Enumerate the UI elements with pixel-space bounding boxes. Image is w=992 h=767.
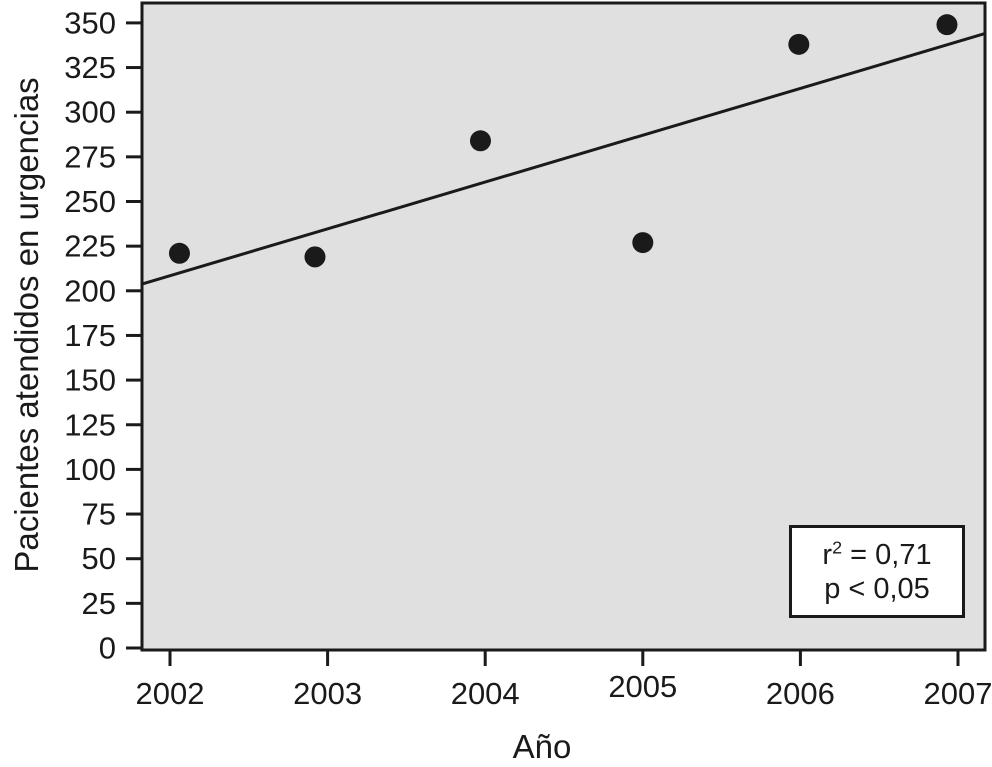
y-tick-label: 325	[64, 50, 116, 85]
y-tick-label: 100	[64, 452, 116, 487]
y-tick-label: 125	[64, 407, 116, 442]
y-tick-label: 250	[64, 184, 116, 219]
y-tick-label: 175	[64, 318, 116, 353]
r-squared-value: = 0,71	[842, 538, 932, 571]
plot-area-border	[140, 1, 987, 652]
p-value-text: p < 0,05	[824, 572, 930, 605]
x-tick-label: 2005	[608, 669, 677, 704]
y-axis-title: Pacientes atendidos en urgencias	[8, 77, 45, 573]
x-tick-label: 2003	[293, 676, 362, 711]
data-points-layer	[168, 14, 958, 268]
data-point	[632, 232, 654, 254]
x-tick-label: 2007	[924, 676, 992, 711]
y-tick-label: 150	[64, 363, 116, 398]
x-axis-title: Año	[512, 728, 572, 765]
y-tick-label: 0	[99, 631, 116, 666]
x-tick-label: 2006	[766, 676, 835, 711]
x-tick-label: 2004	[451, 676, 520, 711]
y-tick-label: 300	[64, 95, 116, 130]
x-axis: 2002 2003 2004 2005 2006 2007	[136, 650, 992, 711]
x-tick-label: 2002	[136, 676, 205, 711]
y-tick-label: 275	[64, 139, 116, 174]
y-tick-label: 225	[64, 229, 116, 264]
y-axis: 0 25 50 75 100 125 150 175 200 225 250 275 300 325 350	[64, 5, 142, 666]
y-tick-label: 25	[82, 586, 116, 621]
r-squared-text: r2 = 0,71	[822, 538, 931, 572]
r-squared-base: r	[822, 538, 833, 571]
y-tick-label: 350	[64, 5, 116, 40]
data-point	[936, 14, 958, 36]
data-point	[304, 246, 326, 268]
r-squared-exponent: 2	[832, 536, 843, 557]
data-point	[168, 242, 190, 264]
y-tick-label: 75	[82, 497, 116, 532]
regression-line	[142, 32, 986, 286]
data-point	[469, 130, 491, 152]
y-tick-label: 50	[82, 541, 116, 576]
data-point	[788, 33, 810, 55]
stats-annotation-box: r2 = 0,71 p < 0,05	[789, 525, 965, 618]
y-tick-label: 200	[64, 273, 116, 308]
